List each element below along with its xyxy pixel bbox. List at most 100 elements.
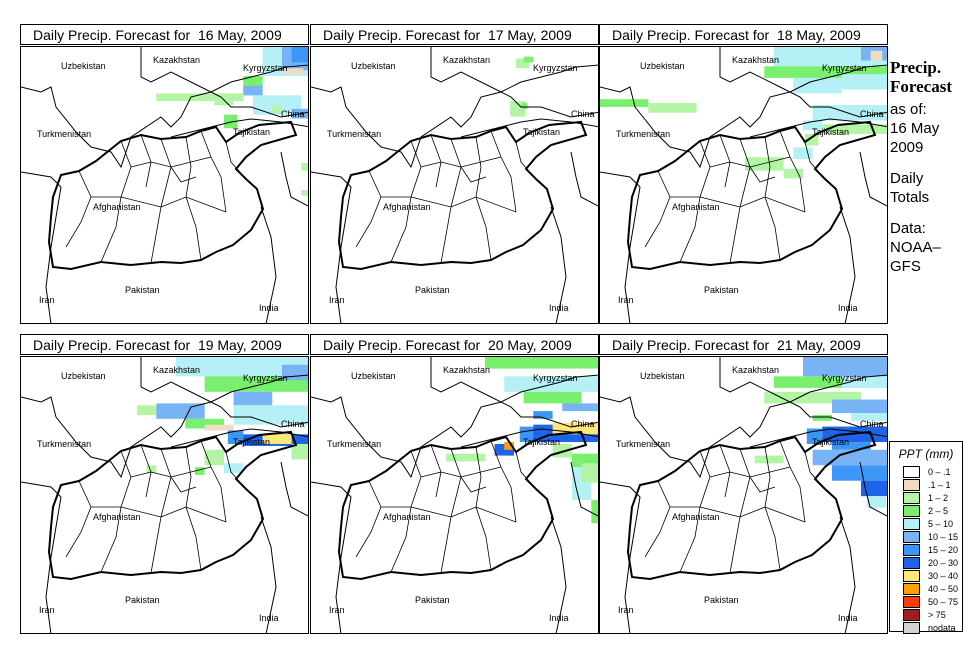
country-label: Pakistan: [125, 285, 160, 295]
legend-label: nodata: [928, 622, 956, 633]
side-date-1: 16 May: [890, 120, 940, 137]
country-label: Kyrgyzstan: [243, 63, 288, 73]
precip-cell: [581, 463, 598, 483]
country-label: Turkmenistan: [37, 439, 91, 449]
country-label: Tajikistan: [523, 127, 560, 137]
panel-title: Daily Precip. Forecast for 19 May, 2009: [20, 334, 309, 355]
precip-cell: [504, 442, 514, 450]
side-data-3: GFS: [890, 258, 921, 275]
country-label: Iran: [618, 605, 634, 615]
precip-cell: [156, 93, 244, 102]
precip-cell: [793, 147, 813, 160]
precip-cell: [744, 157, 784, 171]
legend-label: 0 – .1: [928, 466, 951, 477]
legend-item: 30 – 40: [903, 569, 962, 582]
country-label: Kazakhstan: [443, 365, 490, 375]
legend-item: 5 – 10: [903, 517, 962, 530]
legend-item: 40 – 50: [903, 582, 962, 595]
legend-swatch: [903, 543, 920, 556]
precip-cell: [600, 99, 649, 107]
legend-swatch: [903, 465, 920, 478]
precip-cell: [185, 418, 224, 429]
legend-label: 5 – 10: [928, 518, 954, 529]
precip-cell: [204, 449, 224, 466]
legend-swatch: [903, 517, 920, 530]
country-label: Uzbekistan: [61, 371, 106, 381]
legend-swatch: [903, 621, 920, 634]
legend-swatch: [903, 491, 920, 504]
side-totals-2: Totals: [890, 189, 930, 206]
precip-cell: [831, 465, 887, 481]
side-date-2: 2009: [890, 139, 924, 156]
precip-cell: [822, 124, 887, 134]
precip-cell: [252, 95, 302, 115]
country-label: Iran: [39, 605, 55, 615]
forecast-panel: Daily Precip. Forecast for 17 May, 2009 U…: [310, 24, 599, 324]
legend-label: 30 – 40: [928, 570, 959, 581]
country-label: Uzbekistan: [640, 61, 685, 71]
country-label: Pakistan: [415, 285, 450, 295]
country-label: India: [549, 303, 569, 313]
legend-label: 10 – 15: [928, 531, 959, 542]
side-data-2: NOAA–: [890, 239, 941, 256]
legend-item: 20 – 30: [903, 556, 962, 569]
precip-map: Uzbekistan Kazakhstan Kyrgyzstan China Tajik…: [20, 46, 309, 324]
country-label: India: [838, 303, 858, 313]
country-label: Pakistan: [704, 285, 739, 295]
panel-title: Daily Precip. Forecast for 20 May, 2009: [310, 334, 599, 355]
country-label: Uzbekistan: [351, 371, 396, 381]
precip-cell: [233, 405, 308, 425]
precip-cell: [764, 391, 861, 404]
side-asof: as of:: [890, 101, 927, 118]
precip-cell: [802, 120, 823, 131]
country-label: China: [281, 419, 305, 429]
legend-item: 0 – .1: [903, 465, 962, 478]
country-label: Turkmenistan: [616, 129, 670, 139]
legend-item: 2 – 5: [903, 504, 962, 517]
country-label: Kyrgyzstan: [533, 63, 578, 73]
country-label: Afghanistan: [672, 202, 720, 212]
precip-cell: [446, 453, 485, 462]
legend-item: > 75: [903, 608, 962, 621]
precip-cell: [831, 399, 887, 414]
side-caption: Precip. Forecast as of: 16 May 2009 Dail…: [890, 58, 952, 276]
precip-cell: [773, 376, 842, 388]
legend-swatch: [903, 504, 920, 517]
precip-cell: [523, 391, 582, 404]
country-label: India: [549, 613, 569, 623]
precip-map: Uzbekistan Kazakhstan Kyrgyzstan China Tajik…: [310, 46, 599, 324]
country-label: Uzbekistan: [640, 371, 685, 381]
precip-cell: [510, 101, 526, 117]
legend-swatch: [903, 582, 920, 595]
country-label: Tajikistan: [233, 127, 270, 137]
country-label: Afghanistan: [93, 512, 141, 522]
precip-cell: [146, 465, 157, 473]
precip-cell: [591, 500, 598, 524]
country-label: Afghanistan: [383, 512, 431, 522]
precip-cell: [233, 391, 273, 406]
country-label: Tajikistan: [233, 437, 270, 447]
precip-cell: [812, 104, 887, 121]
legend-title: PPT (mm): [898, 447, 954, 461]
precip-cell: [841, 376, 887, 388]
country-label: Pakistan: [415, 595, 450, 605]
precip-cell: [156, 403, 205, 419]
country-label: Kazakhstan: [153, 365, 200, 375]
precip-cell: [523, 56, 534, 63]
country-label: China: [571, 109, 595, 119]
side-totals-1: Daily: [890, 170, 924, 187]
country-label: Turkmenistan: [327, 129, 381, 139]
country-label: Kyrgyzstan: [822, 63, 867, 73]
legend-item: nodata: [903, 621, 962, 634]
precip-cell: [851, 413, 887, 421]
country-label: Iran: [39, 295, 55, 305]
country-label: Kazakhstan: [732, 55, 779, 65]
country-label: Pakistan: [125, 595, 160, 605]
precip-cell: [175, 357, 308, 377]
legend: PPT (mm) 0 – .1 .1 – 1 1 – 2 2 – 5 5 – 10 10 …: [889, 441, 963, 634]
precip-map: Uzbekistan Kazakhstan Kyrgyzstan China Tajik…: [310, 356, 599, 634]
country-borders: [21, 47, 308, 323]
precip-cell: [223, 114, 238, 129]
country-label: China: [860, 419, 884, 429]
country-label: Uzbekistan: [61, 61, 106, 71]
